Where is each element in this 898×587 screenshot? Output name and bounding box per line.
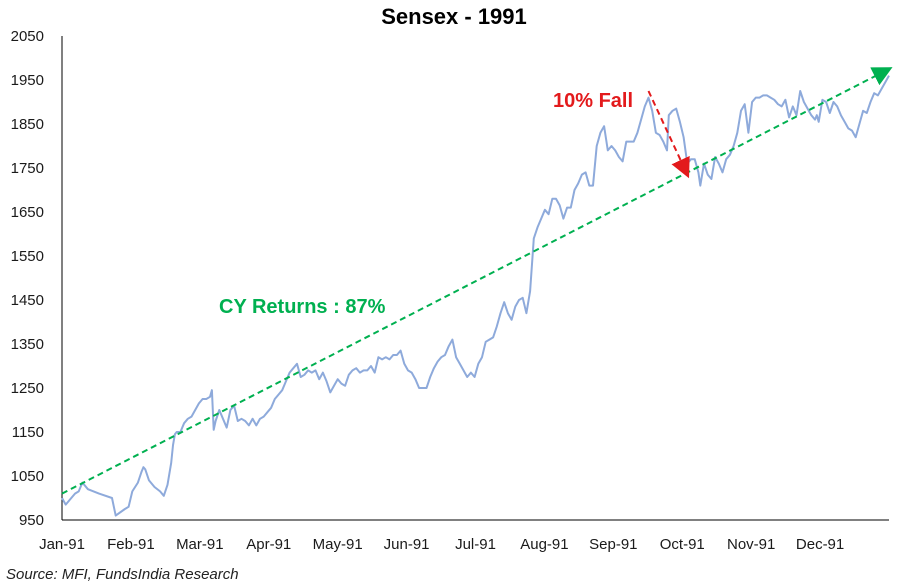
source-note: Source: MFI, FundsIndia Research	[6, 566, 239, 583]
y-tick-label: 950	[19, 512, 44, 529]
y-tick-labels: 950 1050 1150 1250 1350 1450 1550 1650 1750 1850 1…	[11, 28, 44, 529]
y-tick-label: 1350	[11, 336, 44, 353]
x-tick-label: Dec-91	[796, 536, 844, 553]
returns-annotation: CY Returns : 87%	[219, 296, 386, 318]
chart-title: Sensex - 1991	[381, 4, 527, 29]
y-tick-label: 1050	[11, 468, 44, 485]
series-group	[61, 75, 890, 517]
y-tick-label: 1550	[11, 248, 44, 265]
y-tick-label: 1750	[11, 160, 44, 177]
x-tick-label: Jun-91	[384, 536, 430, 553]
x-tick-label: Nov-91	[727, 536, 775, 553]
x-tick-label: May-91	[313, 536, 363, 553]
x-tick-label: Apr-91	[246, 536, 291, 553]
x-tick-labels: Jan-91 Feb-91 Mar-91 Apr-91 May-91 Jun-91 Jul-…	[39, 536, 844, 553]
y-tick-label: 1450	[11, 292, 44, 309]
y-tick-label: 1150	[12, 424, 44, 441]
y-tick-label: 1850	[11, 116, 44, 133]
y-tick-label: 1650	[11, 204, 44, 221]
x-tick-label: Jan-91	[39, 536, 85, 553]
x-tick-label: Aug-91	[520, 536, 568, 553]
x-tick-label: Jul-91	[455, 536, 496, 553]
x-tick-label: Sep-91	[589, 536, 637, 553]
y-tick-label: 2050	[11, 28, 44, 45]
x-tick-label: Oct-91	[660, 536, 705, 553]
y-tick-label: 1950	[11, 72, 44, 89]
trend-line	[61, 67, 893, 495]
fall-annotation: 10% Fall	[553, 90, 633, 112]
x-tick-label: Feb-91	[107, 536, 155, 553]
series-line	[61, 75, 890, 517]
y-tick-label: 1250	[11, 380, 44, 397]
fall-arrow	[647, 90, 690, 179]
x-tick-label: Mar-91	[176, 536, 224, 553]
